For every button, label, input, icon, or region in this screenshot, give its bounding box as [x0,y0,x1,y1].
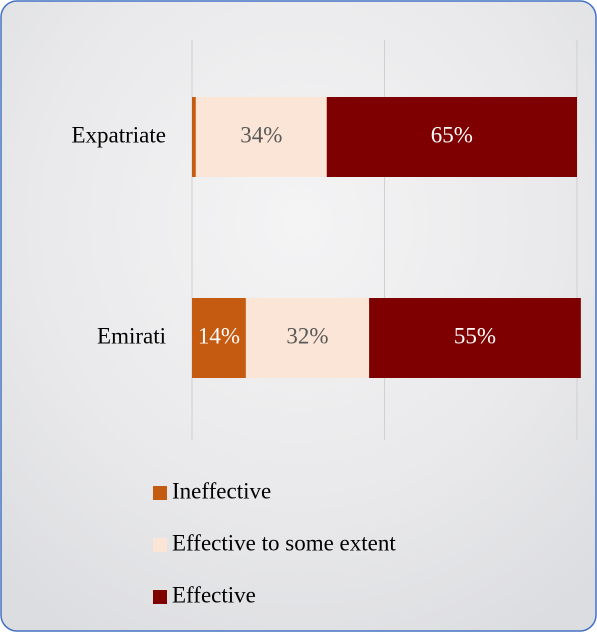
legend-label: Effective to some extent [172,530,396,555]
bar-segment [195,97,327,177]
category-label: Expatriate [71,122,166,147]
legend-swatch [153,538,167,552]
bar-segment [192,97,196,177]
bar-segment [245,298,370,378]
bar-segment [369,298,581,378]
bar-segment [326,97,577,177]
legend-swatch [153,590,167,604]
legend-label: Effective [172,582,256,607]
data-label: 32% [286,323,328,348]
data-label: 14% [198,323,240,348]
data-label: 55% [454,323,496,348]
category-label: Emirati [97,323,166,348]
bar-segment [192,298,246,378]
data-label: 65% [431,122,473,147]
data-label: 34% [240,122,282,147]
legend-label: Ineffective [172,478,271,503]
legend-swatch [153,486,167,500]
